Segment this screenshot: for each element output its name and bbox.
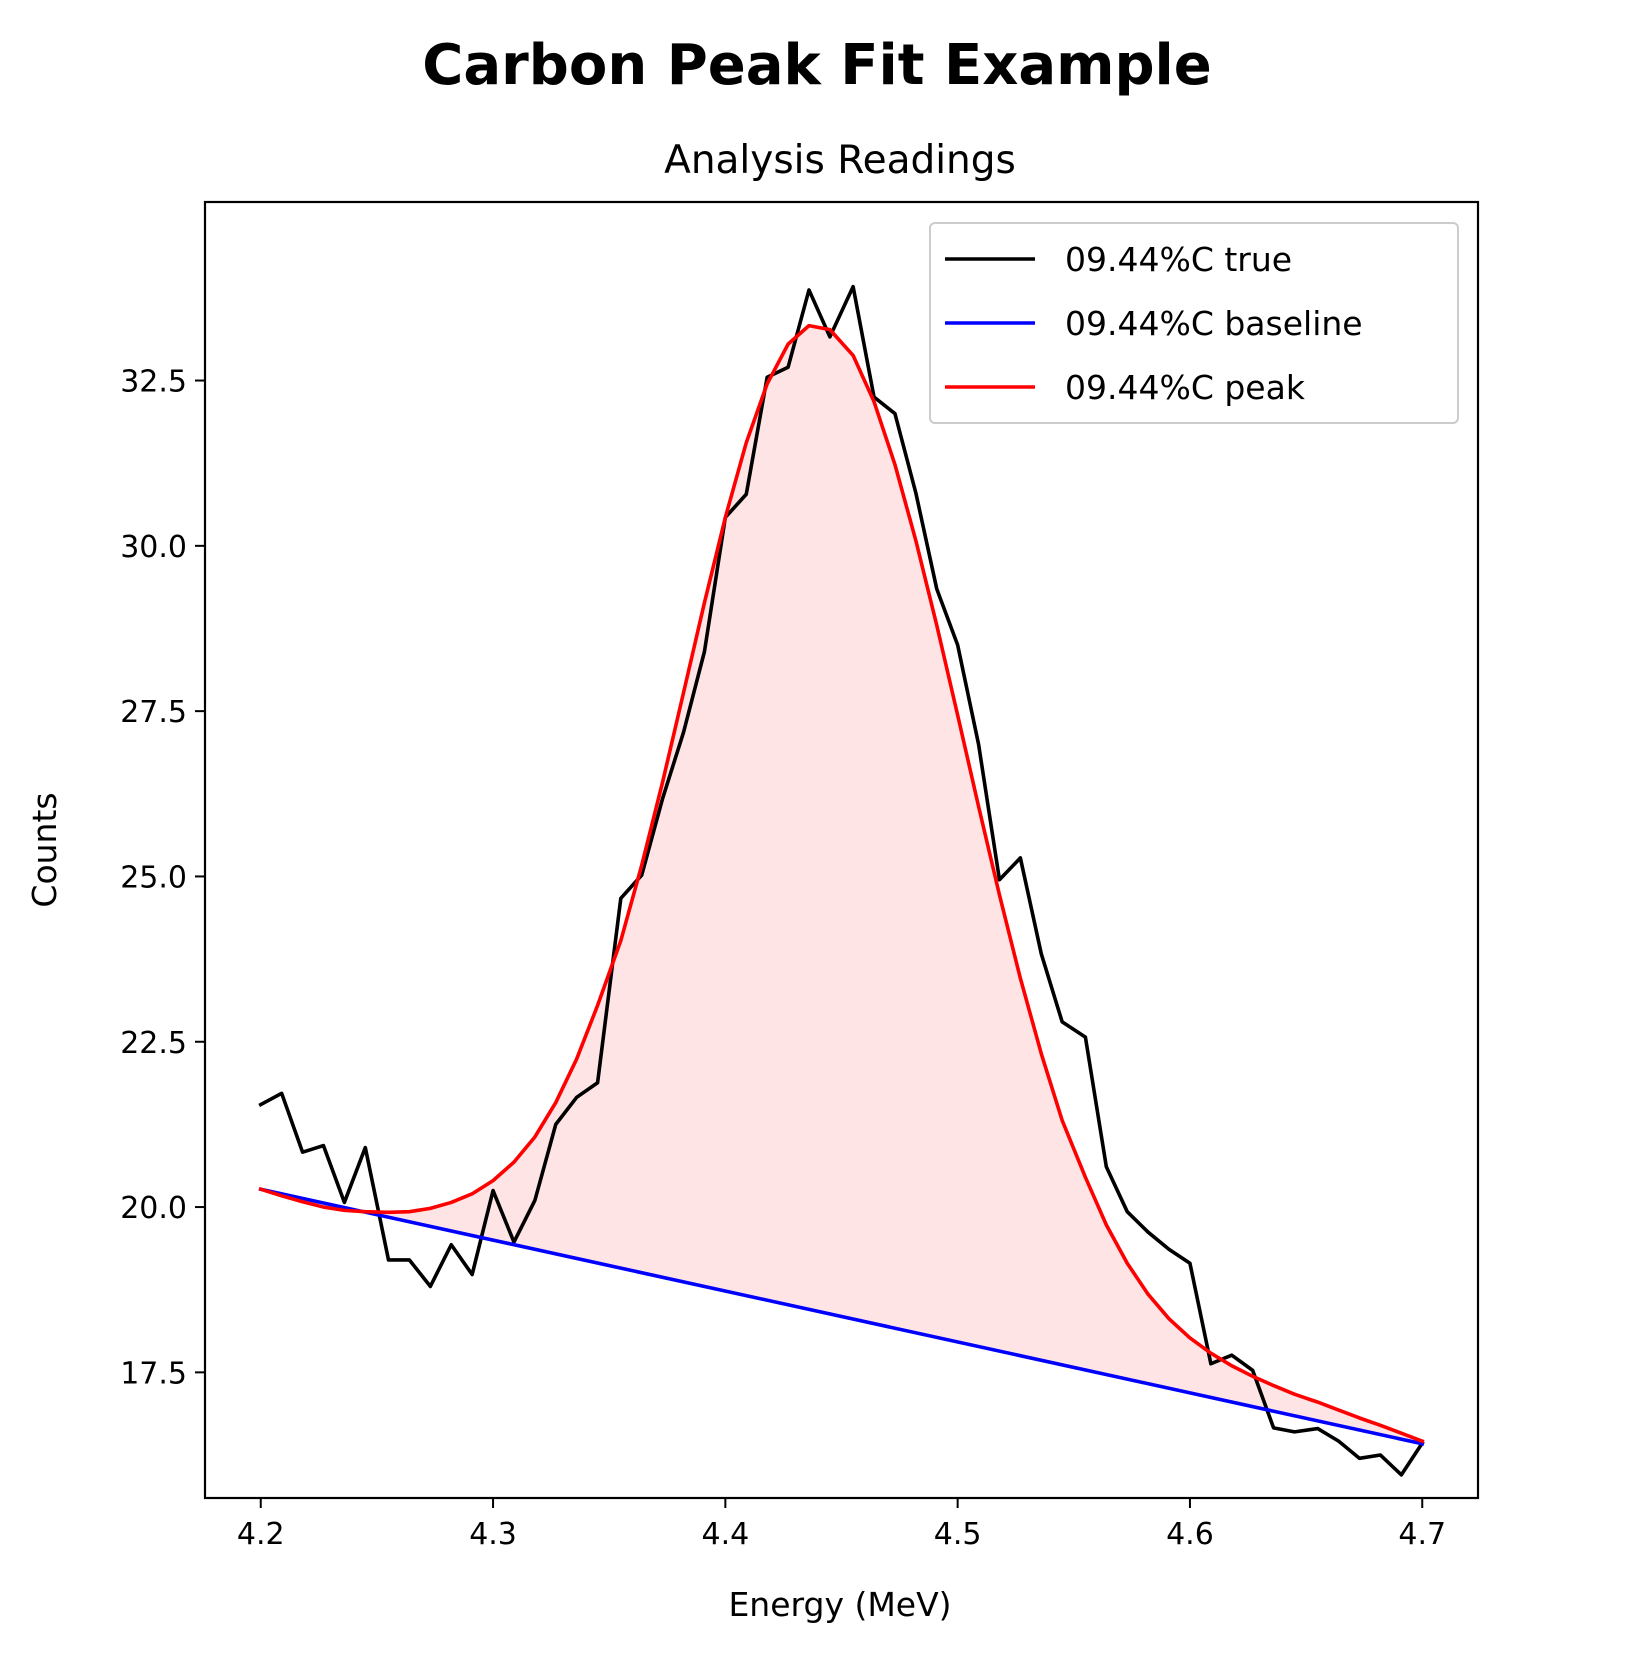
- y-axis-label: Counts: [25, 792, 64, 907]
- peak-fill-area: [260, 325, 1423, 1444]
- plot-frame: [203, 200, 1480, 1500]
- y-axis: 17.5 20.0 22.5 25.0 27.5 30.0 32.5: [120, 365, 205, 1391]
- y-tick-label: 27.5: [120, 695, 187, 730]
- y-tick-label: 32.5: [120, 365, 187, 400]
- series-line-1: [258, 1187, 1425, 1446]
- chart-title: Carbon Peak Fit Example: [422, 33, 1211, 98]
- y-tick-label: 25.0: [120, 860, 187, 895]
- x-tick-label: 4.6: [1166, 1517, 1214, 1552]
- legend-label-1: 09.44%C baseline: [1065, 304, 1363, 343]
- x-tick-label: 4.4: [701, 1517, 749, 1552]
- series-line-0: [258, 284, 1425, 1477]
- y-tick-label: 22.5: [120, 1026, 187, 1061]
- x-tick-label: 4.7: [1398, 1517, 1446, 1552]
- x-tick-label: 4.5: [934, 1517, 982, 1552]
- x-axis: 4.2 4.3 4.4 4.5 4.6 4.7: [237, 1498, 1446, 1552]
- legend: 09.44%C true 09.44%C baseline 09.44%C peak: [929, 222, 1459, 424]
- chart-subtitle: Analysis Readings: [664, 138, 1016, 183]
- legend-label-2: 09.44%C peak: [1065, 368, 1306, 407]
- x-tick-label: 4.2: [237, 1517, 285, 1552]
- legend-box: [929, 222, 1459, 424]
- series-line-2: [258, 323, 1425, 1444]
- x-axis-label: Energy (MeV): [728, 1585, 951, 1624]
- legend-label-0: 09.44%C true: [1065, 240, 1292, 279]
- plot-area: [203, 200, 1480, 1500]
- y-tick-label: 30.0: [120, 530, 187, 565]
- y-tick-label: 20.0: [120, 1191, 187, 1226]
- x-tick-label: 4.3: [469, 1517, 517, 1552]
- y-tick-label: 17.5: [120, 1356, 187, 1391]
